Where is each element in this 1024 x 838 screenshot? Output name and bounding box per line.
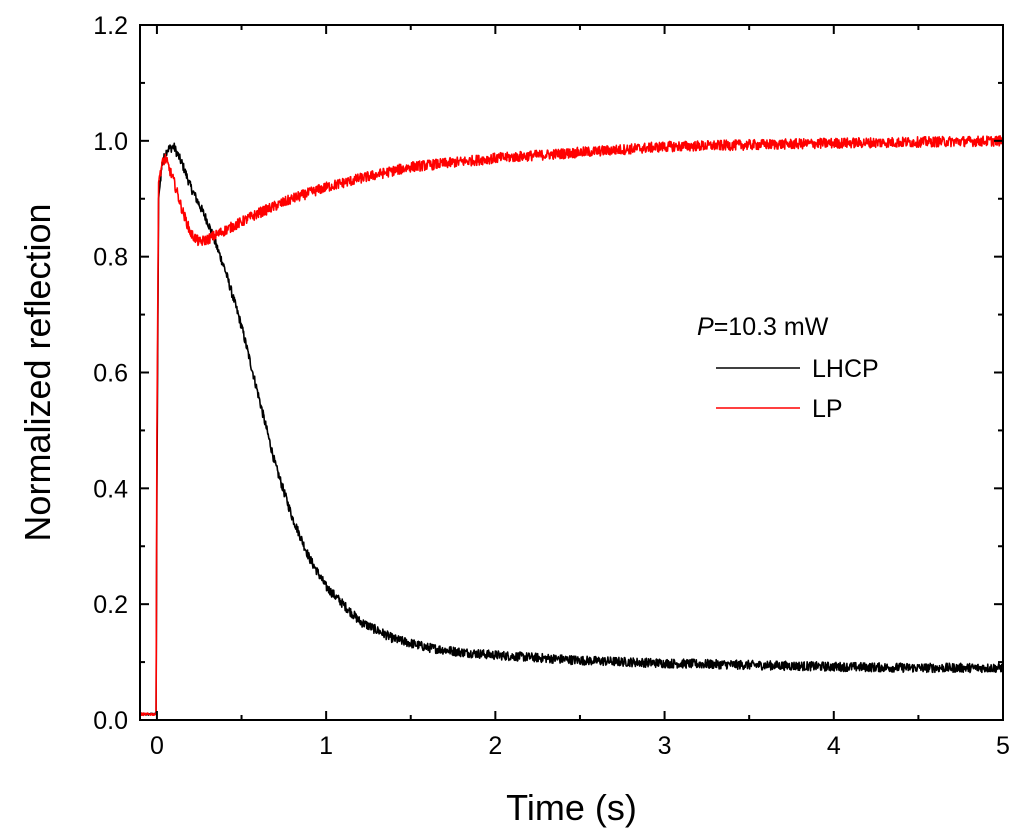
x-tick-label: 4 — [827, 732, 841, 760]
legend-title: P=10.3 mW — [697, 313, 829, 341]
x-tick-label: 1 — [319, 732, 333, 760]
axis-ticks — [140, 24, 1004, 721]
x-tick-label: 2 — [488, 732, 502, 760]
x-tick-label: 0 — [150, 732, 164, 760]
x-tick-label: 5 — [996, 732, 1010, 760]
legend-title-value: =10.3 mW — [714, 313, 829, 341]
y-tick-label: 0.2 — [93, 591, 128, 619]
y-tick-label: 0.0 — [93, 707, 128, 735]
series-line-lhcp — [139, 142, 1004, 716]
y-tick-label: 0.8 — [93, 244, 128, 272]
y-axis-title: Normalized reflection — [17, 203, 58, 541]
x-axis-title: Time (s) — [506, 787, 637, 828]
series-line-lp — [139, 134, 1004, 717]
legend-title-symbol: P — [697, 313, 714, 341]
axis-tick-labels: 0 1 2 3 4 5 0.0 0.2 0.4 0.6 0.8 1.0 1.2 — [93, 12, 1010, 760]
y-tick-label: 1.0 — [93, 128, 128, 156]
y-tick-label: 0.6 — [93, 360, 128, 388]
x-tick-label: 3 — [658, 732, 672, 760]
legend: P=10.3 mW LHCP LP — [697, 313, 879, 423]
legend-label-lp: LP — [812, 395, 843, 423]
y-tick-label: 1.2 — [93, 12, 128, 40]
legend-label-lhcp: LHCP — [812, 355, 879, 383]
plot-content — [139, 134, 1004, 717]
y-tick-label: 0.4 — [93, 475, 128, 503]
